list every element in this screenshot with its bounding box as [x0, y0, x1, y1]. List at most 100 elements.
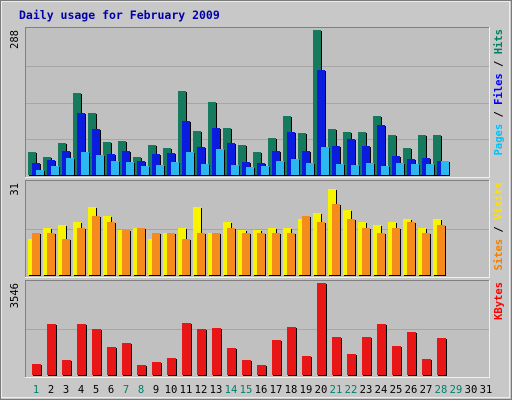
- day-label-19: 19: [300, 384, 313, 396]
- bar-kbytes-day-15: [242, 360, 251, 375]
- day-label-16: 16: [255, 384, 268, 396]
- y-axis-max-label: 288: [9, 30, 21, 49]
- bar-files-day-20: [317, 70, 325, 175]
- bar-kbytes-day-13: [212, 328, 221, 375]
- bar-pages-day-25: [396, 163, 404, 175]
- legend-part: Visits: [493, 182, 505, 220]
- bar-kbytes-day-5: [92, 329, 101, 375]
- day-label-1: 1: [33, 384, 39, 396]
- bar-pages-day-3: [66, 158, 74, 175]
- bar-sites-day-18: [287, 233, 295, 275]
- bar-pages-day-4: [81, 152, 89, 175]
- bar-kbytes-day-18: [287, 327, 296, 375]
- x-axis-day-labels: 1 2 3 4 5 6 7 8 9 10 11 12 13 14 15 16 17 18 19 20 21 22 23 24 2…: [33, 384, 492, 396]
- bar-kbytes-day-20: [317, 283, 326, 375]
- day-label-21: 21: [330, 384, 343, 396]
- bars: [28, 30, 450, 176]
- y-axis-max-label: 3546: [9, 283, 21, 308]
- bar-sites-day-6: [107, 222, 115, 275]
- day-label-23: 23: [360, 384, 373, 396]
- day-label-17: 17: [270, 384, 283, 396]
- bar-kbytes-day-14: [227, 348, 236, 375]
- bar-pages-day-1: [36, 170, 44, 175]
- bar-kbytes-day-26: [407, 332, 416, 375]
- bar-kbytes-day-10: [167, 358, 176, 375]
- y-axis-max-label: 31: [9, 183, 21, 196]
- bar-kbytes-day-6: [107, 347, 116, 375]
- day-label-15: 15: [240, 384, 253, 396]
- bar-sites-day-13: [212, 233, 220, 275]
- bar-pages-day-14: [231, 165, 239, 175]
- day-label-14: 14: [225, 384, 238, 396]
- bar-pages-day-12: [201, 164, 209, 175]
- bar-pages-day-18: [291, 159, 299, 175]
- bar-kbytes-day-1: [32, 364, 41, 375]
- bar-kbytes-day-24: [377, 324, 386, 375]
- day-label-27: 27: [420, 384, 433, 396]
- bar-sites-day-23: [362, 228, 370, 275]
- panel-2: 31 Sites / Visits: [9, 180, 505, 278]
- bar-pages-day-21: [336, 164, 344, 175]
- day-label-30: 30: [465, 384, 478, 396]
- day-label-26: 26: [405, 384, 418, 396]
- bar-kbytes-day-11: [182, 323, 191, 375]
- bar-kbytes-day-4: [77, 324, 86, 375]
- legend-part: KBytes: [493, 282, 505, 320]
- bar-sites-day-1: [32, 233, 40, 275]
- day-label-7: 7: [123, 384, 129, 396]
- bar-pages-day-17: [276, 161, 284, 175]
- legend-part: /: [493, 54, 505, 73]
- bar-sites-day-3: [62, 239, 70, 275]
- bar-kbytes-day-21: [332, 337, 341, 375]
- day-label-8: 8: [138, 384, 144, 396]
- day-label-11: 11: [180, 384, 193, 396]
- day-label-10: 10: [165, 384, 178, 396]
- bar-sites-day-21: [332, 204, 340, 275]
- bar-pages-day-28: [441, 161, 449, 175]
- bar-files-day-9: [152, 154, 160, 175]
- bar-hits-day-25: [388, 135, 396, 175]
- bar-pages-day-8: [141, 166, 149, 175]
- bar-sites-day-7: [122, 230, 130, 275]
- bar-kbytes-day-25: [392, 346, 401, 375]
- legend-part: Hits: [493, 29, 505, 54]
- legend-part: Files: [493, 73, 505, 105]
- bar-files-day-24: [377, 125, 385, 175]
- chart-title: Daily usage for February 2009: [19, 8, 220, 22]
- bar-sites-day-11: [182, 239, 190, 275]
- legend-label: Sites / Visits: [493, 182, 505, 271]
- bar-sites-day-14: [227, 228, 235, 275]
- day-label-9: 9: [153, 384, 159, 396]
- legend-part: /: [493, 105, 505, 124]
- day-label-4: 4: [78, 384, 84, 396]
- day-label-5: 5: [93, 384, 99, 396]
- bar-sites-day-26: [407, 222, 415, 275]
- bar-pages-day-22: [351, 165, 359, 175]
- bar-sites-day-2: [47, 233, 55, 275]
- bar-sites-day-4: [77, 228, 85, 275]
- legend-part: /: [493, 220, 505, 239]
- bar-pages-day-20: [321, 147, 329, 175]
- bars: [28, 189, 446, 276]
- bar-files-day-11: [182, 121, 190, 175]
- day-label-18: 18: [285, 384, 298, 396]
- bar-sites-day-10: [167, 233, 175, 275]
- bar-files-day-12: [197, 147, 205, 175]
- bar-sites-day-12: [197, 233, 205, 275]
- bar-sites-day-22: [347, 219, 355, 275]
- bar-files-day-22: [347, 139, 355, 175]
- day-label-31: 31: [480, 384, 493, 396]
- day-label-22: 22: [345, 384, 358, 396]
- bar-files-day-21: [332, 146, 340, 175]
- bar-sites-day-20: [317, 222, 325, 275]
- bar-sites-day-8: [137, 228, 145, 275]
- day-label-3: 3: [63, 384, 69, 396]
- bar-kbytes-day-16: [257, 365, 266, 375]
- bar-kbytes-day-28: [437, 338, 446, 375]
- bar-files-day-5: [92, 129, 100, 175]
- bar-kbytes-day-27: [422, 359, 431, 375]
- bar-sites-day-5: [92, 216, 100, 275]
- day-label-24: 24: [375, 384, 388, 396]
- bar-pages-day-11: [186, 152, 194, 175]
